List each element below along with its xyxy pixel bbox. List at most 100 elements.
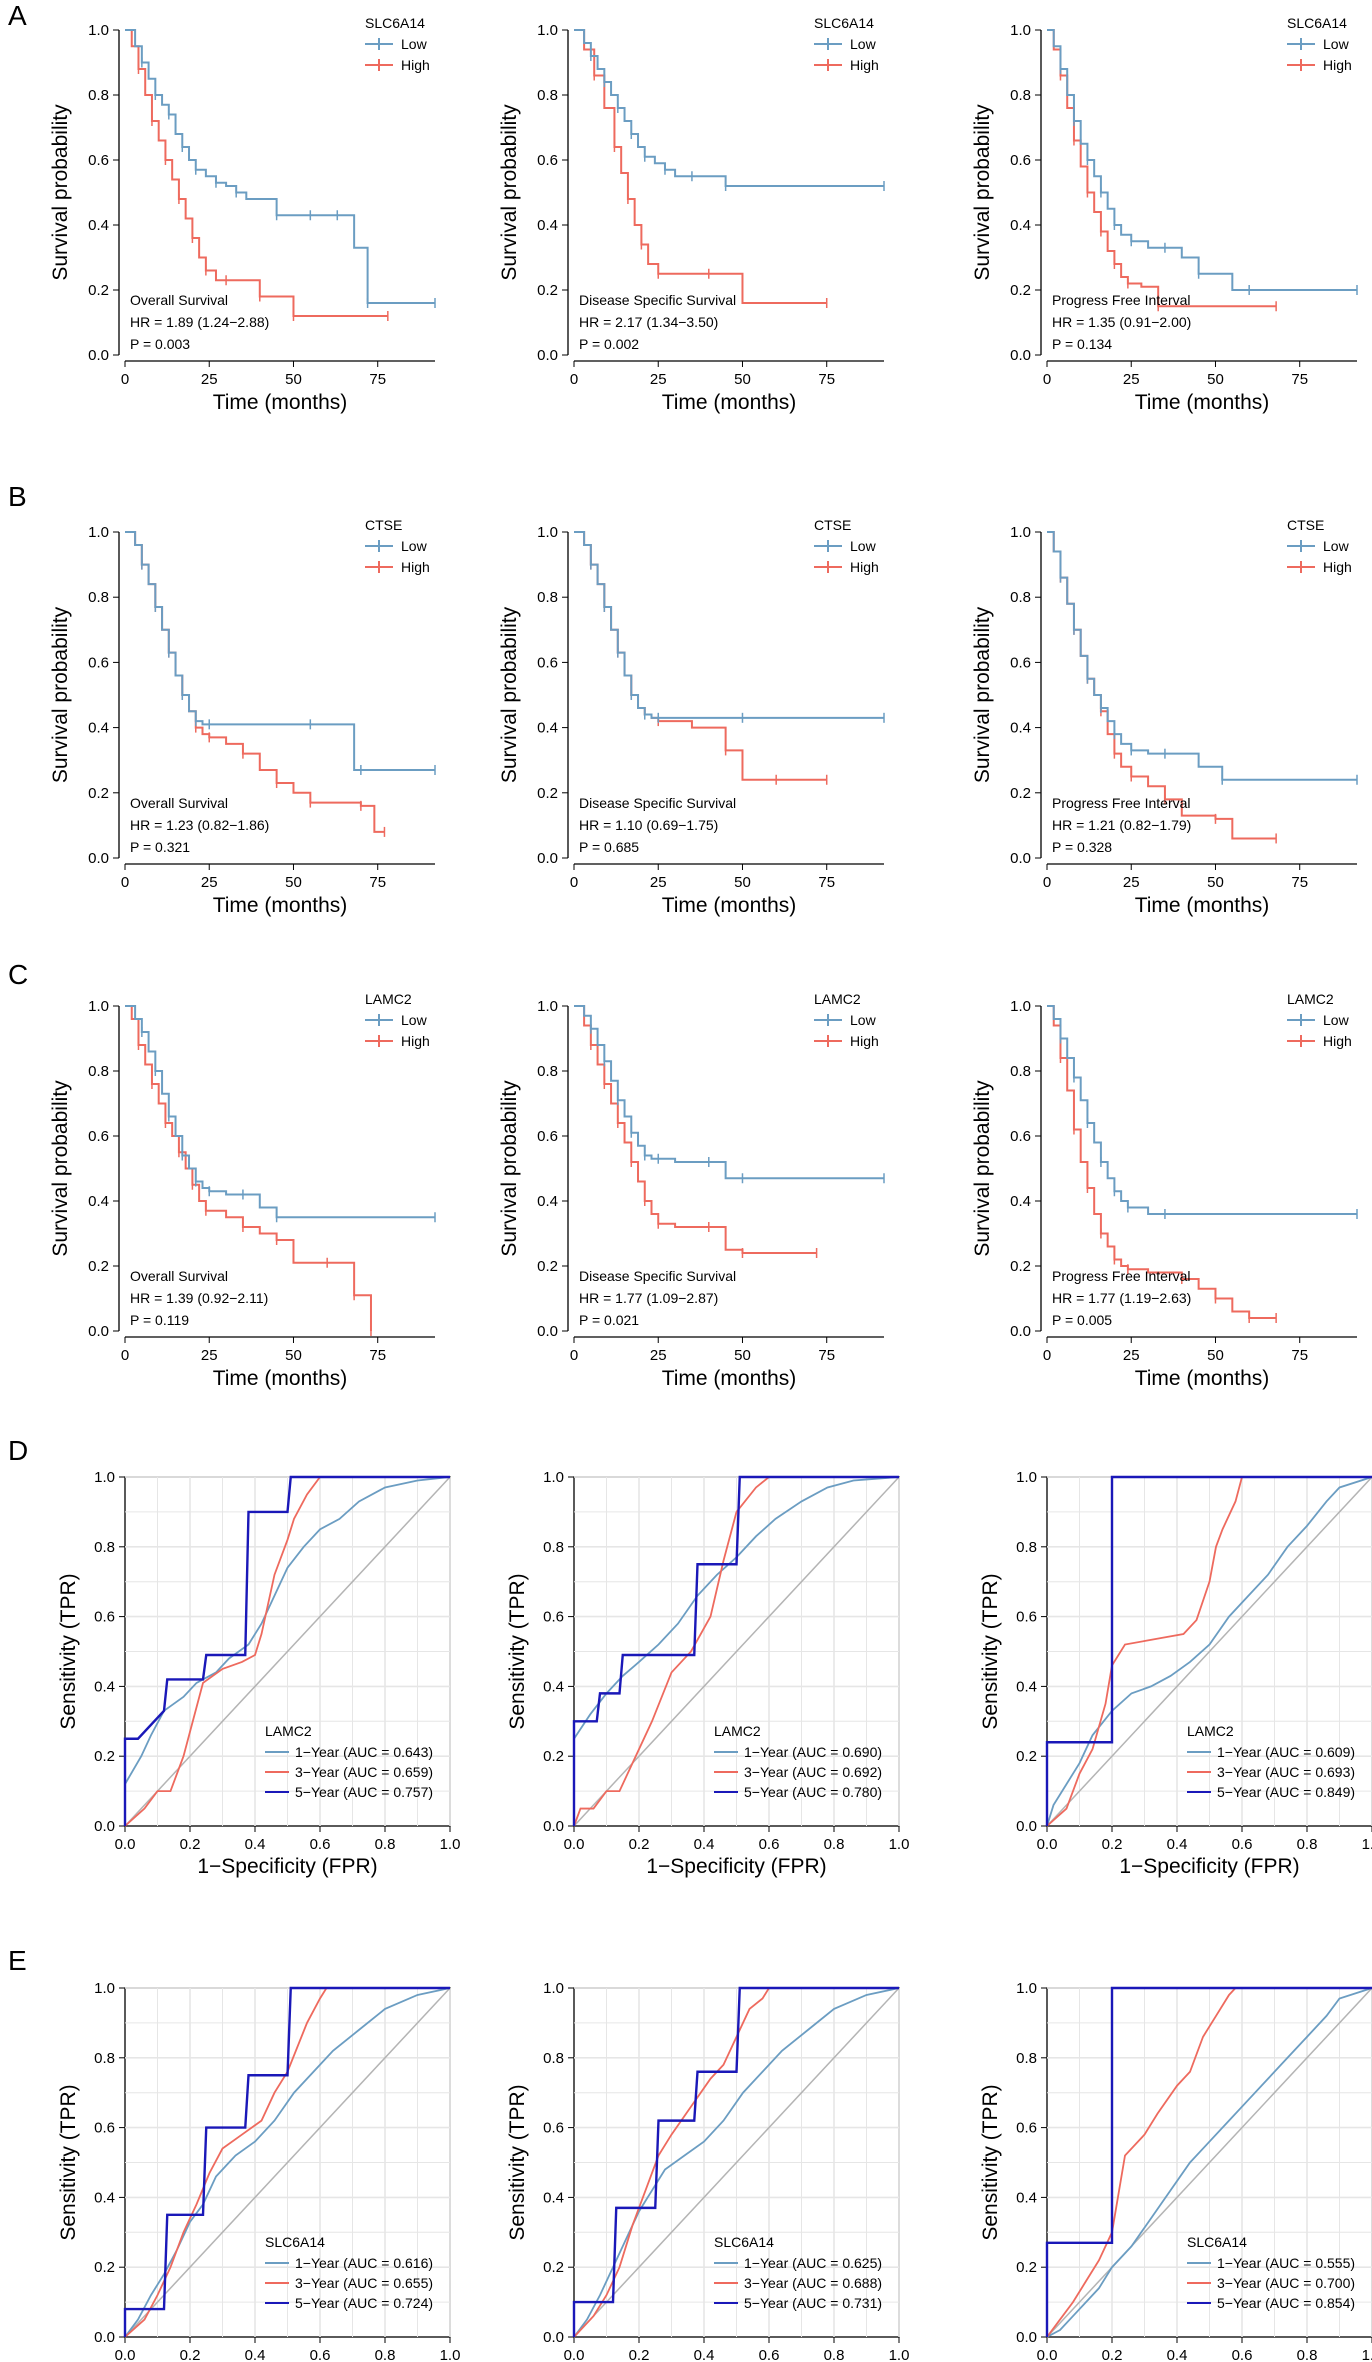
x-tick-label: 75	[369, 1347, 386, 1364]
hazard-ratio: HR = 1.10 (0.69−1.75)	[579, 817, 718, 833]
y-axis-label: Survival probability	[971, 1080, 994, 1257]
legend-label: 3−Year (AUC = 0.693)	[1217, 1764, 1355, 1780]
y-tick-label: 0.0	[88, 1323, 109, 1340]
x-tick-label: 0.0	[115, 1836, 136, 1853]
x-tick-label: 75	[369, 371, 386, 388]
y-tick-label: 0.2	[1016, 2259, 1037, 2276]
y-axis-label: Sensitivity (TPR)	[979, 2084, 1002, 2240]
y-tick-label: 0.8	[1010, 87, 1031, 104]
y-axis-label: Sensitivity (TPR)	[57, 1573, 80, 1729]
y-tick-label: 0.0	[537, 347, 558, 364]
x-tick-label: 50	[1207, 371, 1224, 388]
y-tick-label: 0.4	[1016, 1678, 1037, 1695]
y-tick-label: 0.4	[1016, 2189, 1037, 2206]
legend-title: LAMC2	[1287, 991, 1334, 1007]
x-tick-label: 0.8	[375, 2347, 396, 2362]
roc-curve-1-year	[124, 1987, 451, 2338]
legend-label: 3−Year (AUC = 0.688)	[744, 2275, 882, 2291]
y-tick-label: 0.4	[537, 1193, 558, 1210]
legend-label-low: Low	[850, 36, 877, 52]
y-tick-label: 0.2	[543, 2259, 564, 2276]
legend-label-low: Low	[401, 538, 428, 554]
p-value: P = 0.328	[1052, 839, 1112, 855]
hazard-ratio: HR = 1.35 (0.91−2.00)	[1052, 314, 1191, 330]
y-axis-label: Survival probability	[49, 606, 72, 783]
legend-label: 3−Year (AUC = 0.700)	[1217, 2275, 1355, 2291]
y-tick-label: 0.0	[1010, 1323, 1031, 1340]
km-curve-high	[1047, 1005, 1277, 1319]
x-tick-label: 0.0	[1037, 1836, 1058, 1853]
y-tick-label: 0.2	[1010, 785, 1031, 802]
reference-diagonal	[1046, 1476, 1372, 1827]
legend-title: LAMC2	[714, 1723, 761, 1739]
x-tick-label: 0.6	[759, 2347, 780, 2362]
x-tick-label: 25	[201, 371, 218, 388]
p-value: P = 0.021	[579, 1312, 639, 1328]
y-axis-label: Survival probability	[49, 104, 72, 281]
x-axis-label: Time (months)	[213, 1367, 348, 1390]
endpoint-label: Overall Survival	[130, 795, 228, 811]
y-tick-label: 0.0	[1010, 850, 1031, 867]
y-tick-label: 0.0	[88, 347, 109, 364]
chart-panel-2-1: 0.0 0.2 0.4 0.6 0.8 1.0 0 25 50 75 Time (months) Su…	[498, 991, 885, 1390]
legend-title: SLC6A14	[365, 15, 425, 31]
legend-label: 5−Year (AUC = 0.724)	[295, 2295, 433, 2311]
p-value: P = 0.003	[130, 336, 190, 352]
legend-title: LAMC2	[814, 991, 861, 1007]
legend-label-high: High	[1323, 1033, 1352, 1049]
y-tick-label: 0.6	[88, 152, 109, 169]
y-tick-label: 0.8	[1016, 2050, 1037, 2067]
x-axis-label: 1−Specificity (FPR)	[197, 1855, 377, 1878]
p-value: P = 0.321	[130, 839, 190, 855]
roc-curve-3-year	[1046, 1987, 1372, 2338]
y-tick-label: 1.0	[1016, 1469, 1037, 1486]
hazard-ratio: HR = 1.77 (1.09−2.87)	[579, 1290, 718, 1306]
legend-label: 1−Year (AUC = 0.643)	[295, 1744, 433, 1760]
legend-title: CTSE	[1287, 517, 1324, 533]
y-tick-label: 0.0	[1010, 347, 1031, 364]
y-axis-label: Survival probability	[971, 606, 994, 783]
y-tick-label: 0.6	[1010, 1128, 1031, 1145]
y-tick-label: 0.2	[88, 785, 109, 802]
y-tick-label: 0.6	[1010, 654, 1031, 671]
x-tick-label: 0.4	[694, 2347, 715, 2362]
y-tick-label: 0.2	[1010, 282, 1031, 299]
x-tick-label: 0.4	[245, 2347, 266, 2362]
x-axis-label: Time (months)	[662, 391, 797, 414]
y-tick-label: 1.0	[537, 524, 558, 541]
legend-label: 1−Year (AUC = 0.690)	[744, 1744, 882, 1760]
y-tick-label: 0.0	[543, 2329, 564, 2346]
km-curve-high	[574, 29, 827, 304]
hazard-ratio: HR = 1.21 (0.82−1.79)	[1052, 817, 1191, 833]
legend-title: SLC6A14	[265, 2234, 325, 2250]
legend-label-high: High	[401, 1033, 430, 1049]
y-tick-label: 0.8	[88, 87, 109, 104]
x-tick-label: 0.8	[1297, 1836, 1318, 1853]
y-tick-label: 0.6	[94, 2120, 115, 2137]
legend-title: LAMC2	[1187, 1723, 1234, 1739]
roc-curve-1-year	[124, 1476, 451, 1826]
y-tick-label: 0.8	[1010, 1063, 1031, 1080]
legend-label: 3−Year (AUC = 0.655)	[295, 2275, 433, 2291]
x-tick-label: 0.8	[1297, 2347, 1318, 2362]
x-tick-label: 25	[1123, 371, 1140, 388]
legend-title: CTSE	[365, 517, 402, 533]
y-tick-label: 1.0	[537, 998, 558, 1015]
legend-label-low: Low	[1323, 538, 1350, 554]
y-tick-label: 1.0	[1016, 1980, 1037, 1997]
p-value: P = 0.002	[579, 336, 639, 352]
endpoint-label: Progress Free Interval	[1052, 292, 1191, 308]
y-tick-label: 0.4	[1010, 217, 1031, 234]
x-tick-label: 50	[285, 371, 302, 388]
x-tick-label: 0.6	[1232, 1836, 1253, 1853]
x-tick-label: 75	[1291, 874, 1308, 891]
x-axis-label: Time (months)	[662, 1367, 797, 1390]
chart-panel-0-2: 0.0 0.2 0.4 0.6 0.8 1.0 0 25 50 75 Time (months) Su…	[971, 15, 1358, 414]
chart-panel-0-0: 0.0 0.2 0.4 0.6 0.8 1.0 0 25 50 75 Time (months) Su…	[49, 15, 436, 414]
y-tick-label: 0.2	[88, 282, 109, 299]
x-axis-label: Time (months)	[1135, 894, 1270, 917]
x-tick-label: 50	[734, 874, 751, 891]
chart-panel-3-2: 0.00.0 0.2 0.2 0.4 0.4 0.6 0.6 0.8 0.8 1.0 1.0 1−Sp…	[979, 1469, 1372, 1878]
legend-label: 1−Year (AUC = 0.609)	[1217, 1744, 1355, 1760]
y-tick-label: 0.2	[1016, 1748, 1037, 1765]
